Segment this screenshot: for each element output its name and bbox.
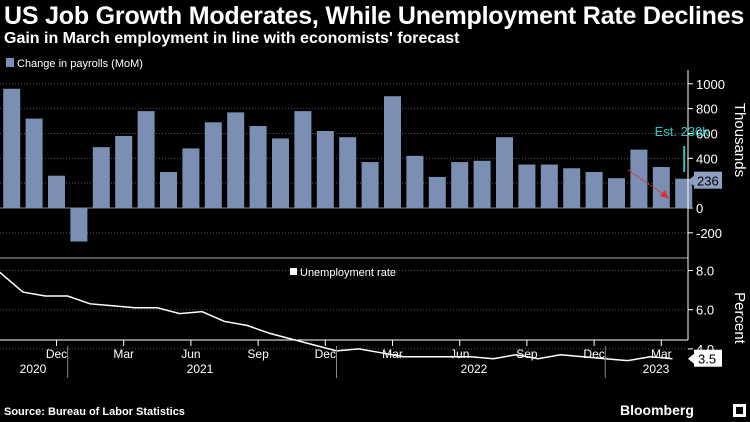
- bar-ytick-label: 600: [696, 126, 718, 141]
- x-tick-label: Sep: [516, 347, 538, 361]
- payroll-bar: [361, 162, 379, 208]
- payroll-bar: [182, 148, 200, 208]
- payroll-bar: [137, 111, 155, 208]
- payroll-bar: [25, 118, 43, 208]
- x-tick-label: Dec: [315, 347, 336, 361]
- x-tick-label: Mar: [382, 347, 403, 361]
- bar-ytick-label: 800: [696, 102, 718, 117]
- bar-ytick-label: 1000: [696, 77, 725, 92]
- payroll-bar: [249, 126, 267, 208]
- bar-last-value-pointer: [688, 175, 694, 186]
- line-last-value-label: 3.5: [698, 352, 716, 367]
- payroll-bar: [675, 178, 693, 208]
- payroll-bar: [92, 147, 110, 208]
- source-note: Source: Bureau of Labor Statistics: [4, 406, 185, 418]
- payroll-bar: [160, 171, 177, 208]
- line-ytick-label: 8.0: [696, 264, 714, 279]
- x-year-label: 2023: [643, 362, 670, 376]
- trend-arrow-head: [660, 190, 669, 199]
- payroll-bar: [70, 208, 88, 242]
- line-yaxis-title: Percent: [731, 292, 748, 345]
- bar-last-value-label: 236: [697, 174, 719, 189]
- payroll-bar: [115, 135, 133, 208]
- bar-ytick-label: 400: [696, 151, 718, 166]
- x-tick-label: Mar: [113, 347, 134, 361]
- brand-logo: Bloomberg: [620, 402, 694, 418]
- x-year-label: 2020: [20, 362, 47, 376]
- payroll-bar: [227, 112, 245, 208]
- payroll-bar: [294, 111, 312, 208]
- payroll-bar: [384, 96, 401, 208]
- trend-arrow-line: [627, 169, 667, 197]
- x-tick-label: Dec: [46, 347, 67, 361]
- payroll-bar: [473, 160, 491, 208]
- payroll-bar: [608, 178, 625, 208]
- x-tick-label: Dec: [583, 347, 604, 361]
- line-legend-label: Unemployment rate: [300, 267, 396, 279]
- bar-ytick-label: -200: [696, 226, 722, 241]
- payroll-bar: [496, 137, 513, 208]
- x-tick-label: Jun: [181, 347, 200, 361]
- estimate-label: Est. 230k: [655, 124, 710, 139]
- line-legend-swatch: [290, 268, 297, 275]
- payroll-bar: [316, 130, 334, 208]
- payroll-bar: [339, 137, 357, 208]
- x-tick-label: Mar: [651, 347, 672, 361]
- payroll-bar: [406, 155, 424, 208]
- payroll-bar: [451, 162, 469, 208]
- payroll-bar: [48, 175, 65, 208]
- line-ytick-label: 6.0: [696, 303, 714, 318]
- payroll-bar: [518, 164, 536, 208]
- payroll-bar: [204, 122, 222, 208]
- payroll-bar: [630, 149, 648, 208]
- bar-ytick-label: 0: [696, 201, 703, 216]
- payroll-bar: [585, 171, 603, 208]
- payroll-bar: [540, 164, 558, 208]
- bar-legend-swatch: [6, 58, 14, 67]
- payroll-bar: [563, 168, 581, 208]
- chart-subtitle: Gain in March employment in line with ec…: [4, 30, 460, 47]
- line-last-value-pointer: [688, 353, 694, 364]
- bloomberg-square-icon: [733, 404, 746, 417]
- payroll-bar: [652, 167, 670, 208]
- x-year-label: 2021: [187, 362, 214, 376]
- bar-yaxis-title: Thousands: [731, 103, 748, 177]
- payroll-bar: [3, 88, 21, 208]
- x-tick-label: Sep: [247, 347, 269, 361]
- chart-title: US Job Growth Moderates, While Unemploym…: [4, 2, 745, 30]
- bar-last-value-box: [694, 171, 722, 189]
- bar-legend-label: Change in payrolls (MoM): [17, 58, 143, 70]
- payroll-bar: [428, 176, 446, 208]
- x-tick-label: Jun: [450, 347, 469, 361]
- line-last-value-box: [694, 349, 722, 367]
- x-year-label: 2022: [461, 362, 488, 376]
- payroll-bar: [272, 138, 289, 208]
